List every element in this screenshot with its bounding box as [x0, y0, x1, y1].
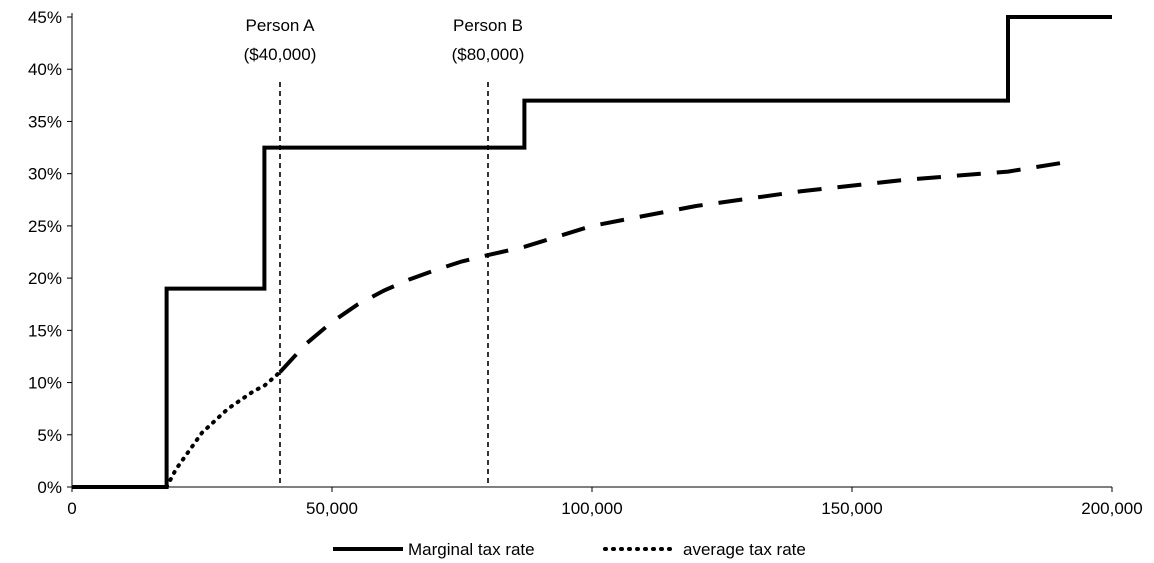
annotation-labels: Person A ($40,000) Person B ($80,000) — [244, 16, 525, 64]
legend-label-average: average tax rate — [683, 540, 806, 559]
x-tick-label: 150,000 — [821, 499, 882, 518]
series-average-tax-rate-dashed — [278, 161, 1061, 374]
annotation-label: Person A — [246, 16, 316, 35]
series-marginal-tax-rate — [72, 15, 1112, 489]
y-tick-label: 40% — [28, 60, 62, 79]
y-tick-label: 45% — [28, 8, 62, 27]
y-tick-label: 25% — [28, 217, 62, 236]
y-tick-label: 15% — [28, 321, 62, 340]
series-layer — [72, 15, 1112, 489]
y-tick-label: 10% — [28, 374, 62, 393]
annotation-amount: ($40,000) — [244, 45, 317, 64]
x-tick-label: 50,000 — [306, 499, 358, 518]
annotation-lines — [279, 82, 489, 487]
annotation-label: Person B — [453, 16, 523, 35]
y-tick-label: 0% — [37, 478, 62, 497]
x-tick-label: 0 — [67, 499, 76, 518]
series-average-tax-rate-dotted — [164, 370, 282, 489]
tick-labels: 0% 5% 10% 15% 20% 25% 30% 35% 40% 45% 0 50,000 100,0… — [28, 8, 1143, 518]
y-tick-label: 30% — [28, 165, 62, 184]
legend-label-marginal: Marginal tax rate — [408, 540, 535, 559]
y-tick-label: 5% — [37, 426, 62, 445]
annotation-amount: ($80,000) — [452, 45, 525, 64]
axes — [67, 13, 1113, 492]
y-tick-label: 20% — [28, 269, 62, 288]
y-tick-label: 35% — [28, 112, 62, 131]
legend: Marginal tax rate average tax rate — [333, 540, 806, 559]
x-tick-label: 200,000 — [1081, 499, 1142, 518]
x-tick-label: 100,000 — [561, 499, 622, 518]
